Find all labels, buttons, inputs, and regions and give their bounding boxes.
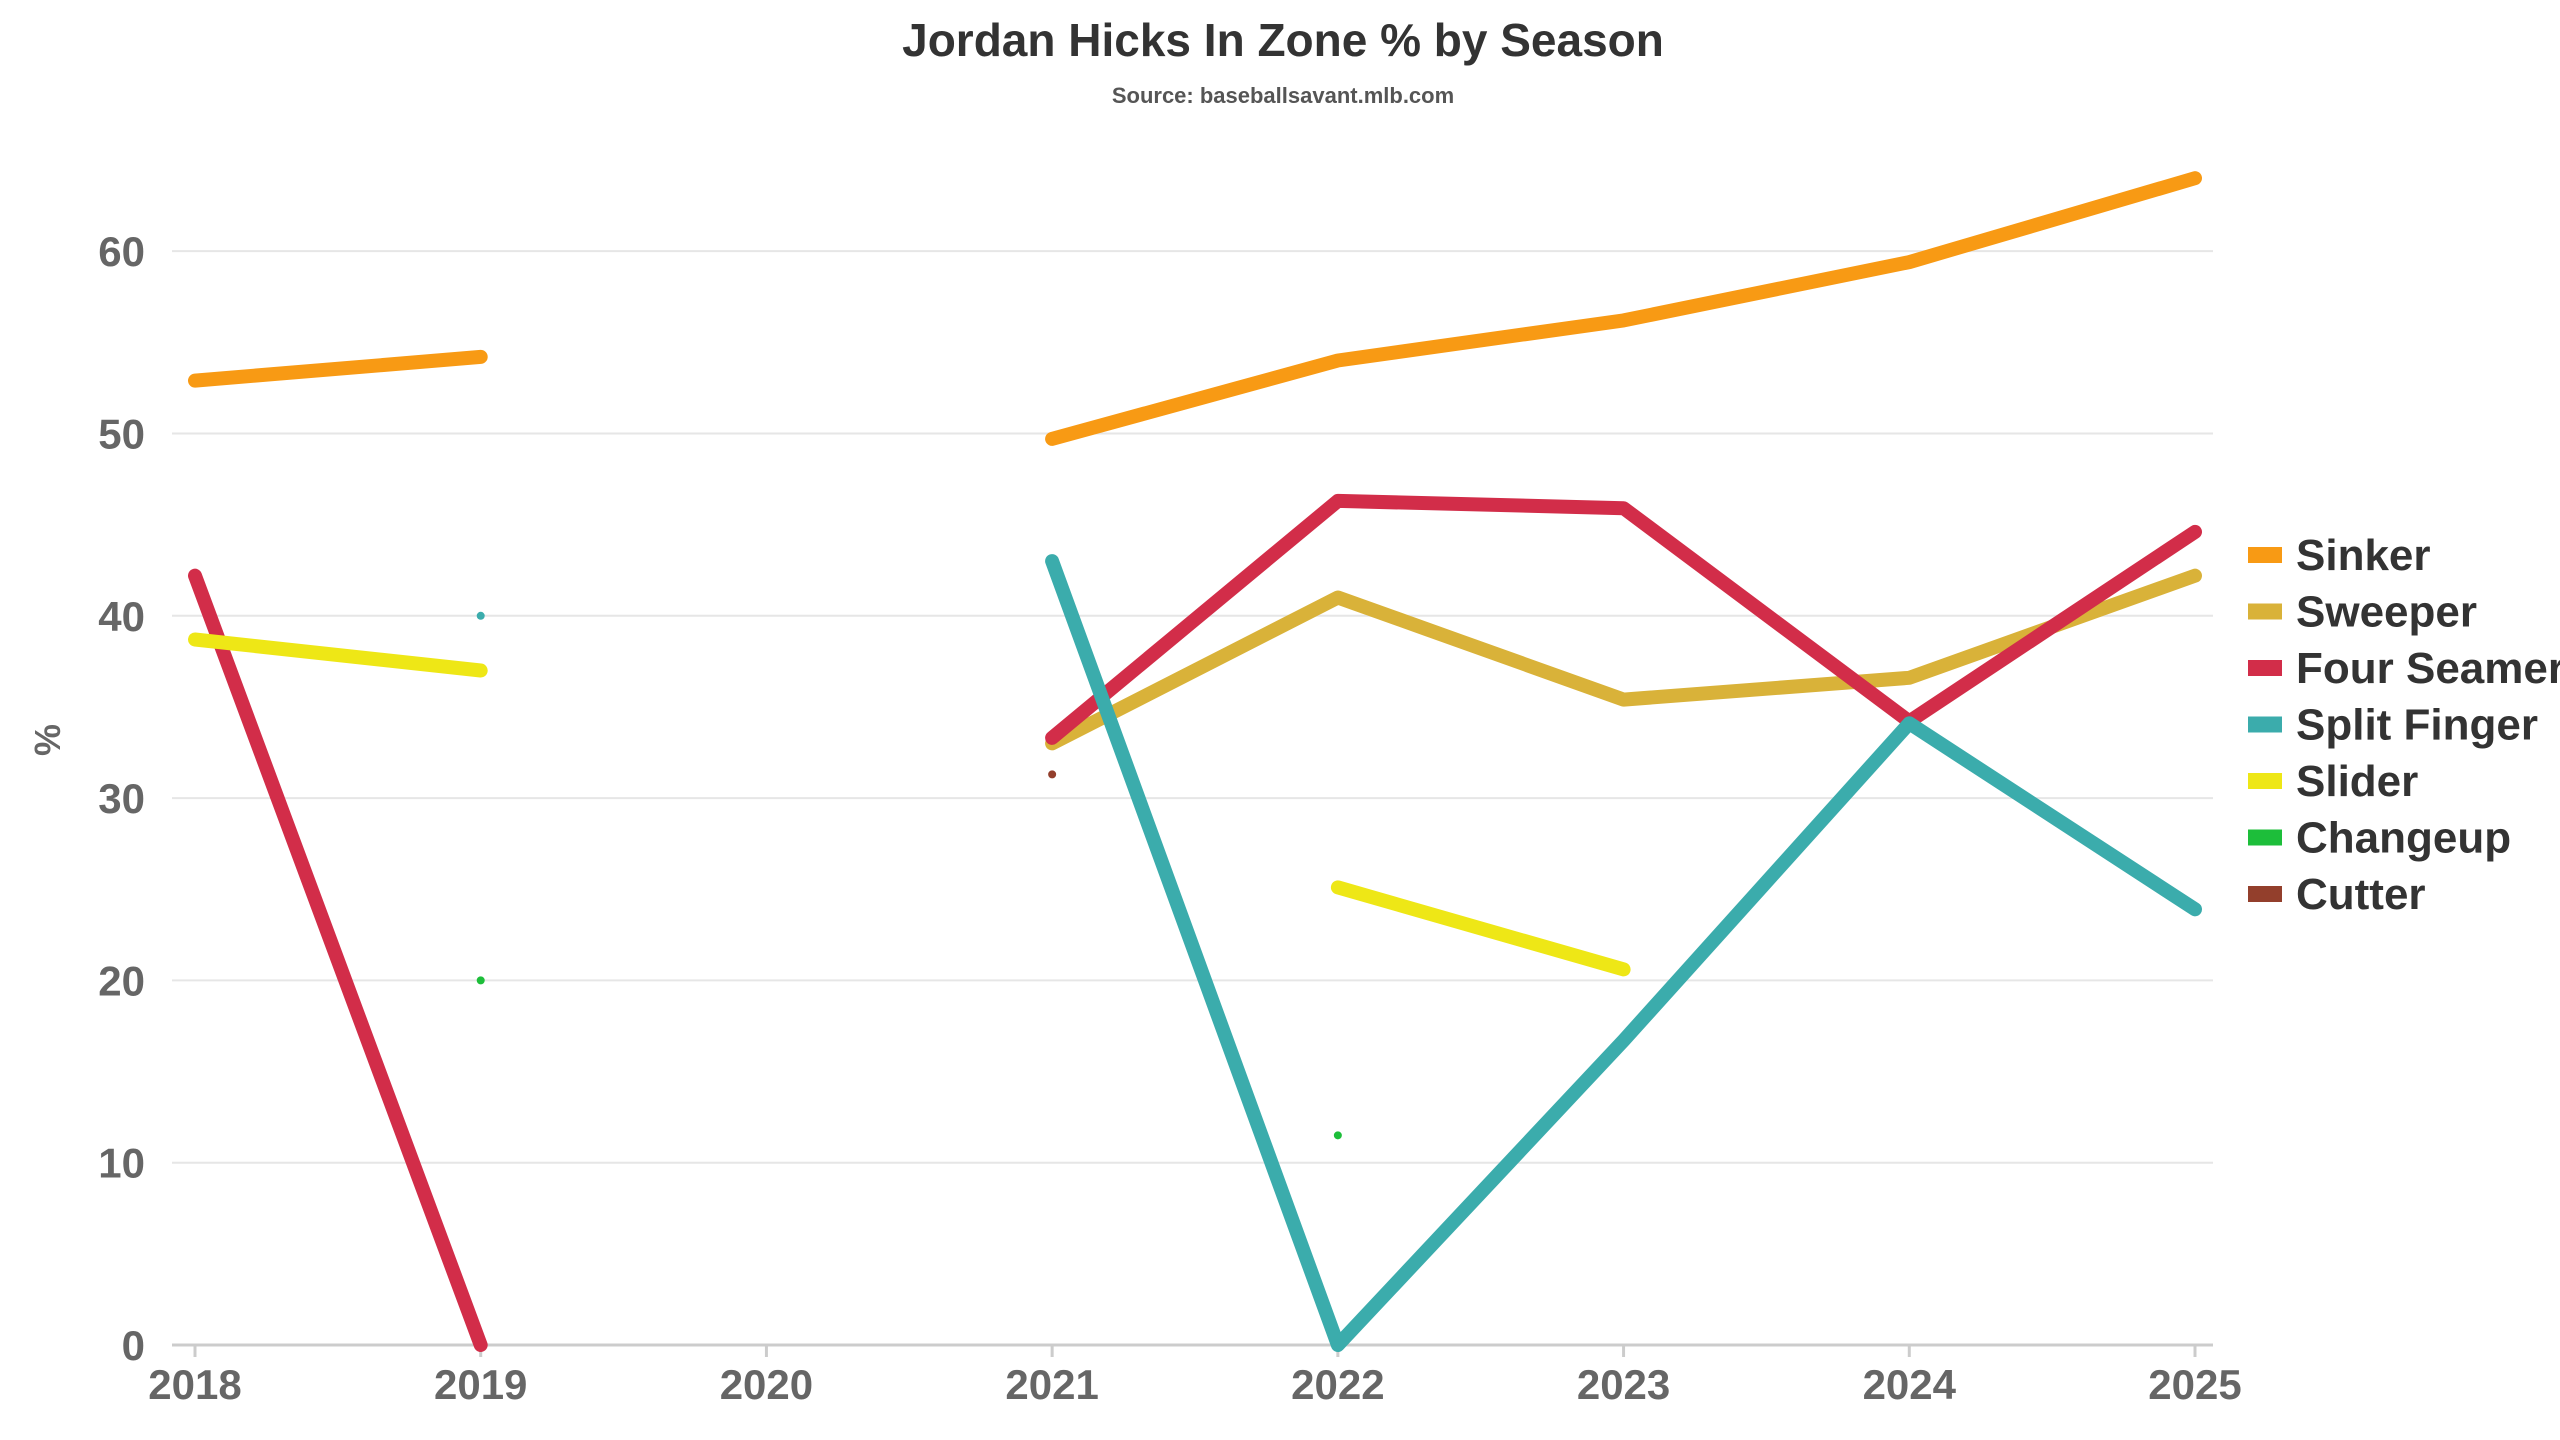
x-tick-label: 2020 — [720, 1361, 813, 1408]
y-tick-label: 60 — [98, 228, 145, 275]
legend-label: Sweeper — [2296, 588, 2477, 637]
series-lines — [188, 171, 2202, 1352]
legend-item-split-finger[interactable]: Split Finger — [2248, 701, 2538, 750]
legend-label: Split Finger — [2296, 701, 2538, 750]
legend-label: Changeup — [2296, 814, 2511, 863]
legend-item-sweeper[interactable]: Sweeper — [2248, 588, 2477, 637]
legend-item-changeup[interactable]: Changeup — [2248, 814, 2511, 863]
y-tick-label: 10 — [98, 1140, 145, 1187]
series-line-four-seamer[interactable] — [1045, 493, 2202, 745]
x-tick-label: 2019 — [434, 1361, 527, 1408]
x-tick-label: 2022 — [1291, 1361, 1384, 1408]
legend-label: Sinker — [2296, 531, 2431, 580]
series-sweeper — [1045, 568, 2202, 751]
legend-swatch — [2248, 829, 2282, 846]
x-tick-label: 2021 — [1005, 1361, 1098, 1408]
chart-title: Jordan Hicks In Zone % by Season — [902, 14, 1664, 66]
axes: 0 10 20 30 40 50 60 2018 2019 2020 2021 2022 2023 202… — [98, 228, 2241, 1408]
chart-subtitle: Source: baseballsavant.mlb.com — [1112, 83, 1454, 108]
y-tick-label: 30 — [98, 775, 145, 822]
data-point-cutter[interactable] — [1048, 770, 1057, 779]
series-line-sinker[interactable] — [188, 349, 488, 388]
y-axis-label: % — [27, 724, 68, 756]
series-slider — [188, 632, 1631, 977]
data-point-split-finger[interactable] — [476, 611, 485, 620]
y-tick-label: 0 — [122, 1322, 145, 1369]
x-tick-label: 2025 — [2148, 1361, 2241, 1408]
legend-label: Four Seamer — [2296, 644, 2560, 693]
legend-item-slider[interactable]: Slider — [2248, 757, 2418, 806]
legend-swatch — [2248, 886, 2282, 902]
y-tick-label: 50 — [98, 410, 145, 457]
series-cutter — [1048, 770, 1057, 779]
series-sinker — [188, 171, 2202, 446]
x-tick-label: 2018 — [148, 1361, 241, 1408]
legend-item-four-seamer[interactable]: Four Seamer — [2248, 644, 2560, 693]
legend-item-sinker[interactable]: Sinker — [2248, 531, 2431, 580]
legend-label: Slider — [2296, 757, 2418, 806]
series-split-finger — [476, 554, 2202, 1352]
gridlines — [172, 250, 2213, 1164]
legend-swatch — [2248, 660, 2282, 676]
series-changeup — [476, 976, 1342, 1140]
data-point-changeup[interactable] — [476, 976, 485, 985]
x-tick-label: 2023 — [1577, 1361, 1670, 1408]
legend[interactable]: Sinker Sweeper Four Seamer Split Finger Slid… — [2248, 531, 2560, 919]
series-line-four-seamer[interactable] — [188, 568, 488, 1352]
legend-swatch — [2248, 547, 2282, 563]
legend-swatch — [2248, 716, 2282, 733]
y-tick-label: 40 — [98, 593, 145, 640]
legend-swatch — [2248, 603, 2282, 620]
legend-swatch — [2248, 773, 2282, 789]
data-point-changeup[interactable] — [1333, 1131, 1342, 1140]
y-tick-label: 20 — [98, 957, 145, 1004]
legend-label: Cutter — [2296, 870, 2426, 919]
series-line-slider[interactable] — [1330, 880, 1631, 977]
series-line-slider[interactable] — [188, 632, 488, 678]
series-line-sweeper[interactable] — [1045, 568, 2202, 751]
x-tick-label: 2024 — [1863, 1361, 1957, 1408]
legend-item-cutter[interactable]: Cutter — [2248, 870, 2426, 919]
series-line-sinker[interactable] — [1045, 171, 2202, 446]
series-four-seamer — [188, 493, 2202, 1352]
series-line-split-finger[interactable] — [1045, 554, 2202, 1352]
